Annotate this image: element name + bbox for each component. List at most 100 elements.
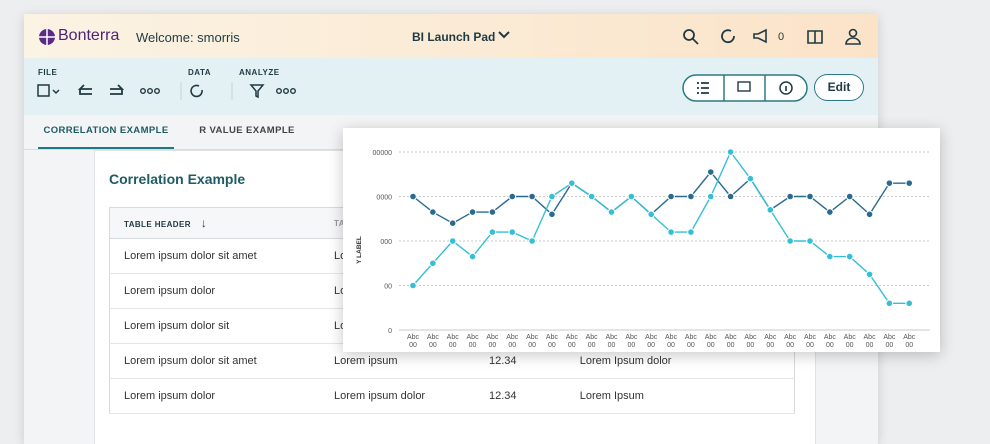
app-switcher[interactable]: BI Launch Pad — [412, 30, 496, 44]
table-cell: Lorem ipsum dolor — [334, 390, 426, 402]
welcome: Welcome: smorris — [136, 30, 240, 45]
data-point — [845, 252, 854, 261]
x-tick-label: Abc 00 — [863, 334, 876, 349]
x-tick-label: Abc 00 — [903, 334, 916, 349]
y-tick-label: 00000 — [373, 150, 393, 157]
brand[interactable]: Bonterra — [58, 27, 120, 44]
data-point — [885, 299, 894, 308]
data-point — [687, 192, 695, 201]
page: Bonterra Welcome: smorris BI Launch Pad … — [24, 14, 940, 444]
data-point — [468, 252, 477, 261]
data-point — [409, 192, 417, 201]
x-tick-label: Abc 00 — [843, 334, 856, 349]
data-point — [826, 252, 834, 261]
table-cell: Lorem ipsum dolor — [124, 390, 216, 402]
data-point — [528, 237, 536, 245]
series-line — [412, 170, 910, 225]
x-tick-label: Abc 00 — [565, 334, 578, 349]
data-point — [806, 192, 814, 201]
data-point — [806, 237, 814, 245]
data-point — [448, 237, 457, 245]
table-cell: 12.34 — [489, 390, 517, 402]
x-tick-label: Abc 00 — [665, 334, 678, 349]
chevron[interactable] — [497, 30, 511, 40]
x-tick-label: Abc 00 — [684, 334, 697, 349]
data-point — [607, 208, 616, 216]
data-point — [429, 208, 437, 216]
x-tick-label: Abc 00 — [605, 334, 618, 349]
y-tick-label: 000 — [380, 239, 392, 246]
data-point — [726, 192, 735, 201]
y-axis-label: Y LABEL — [356, 236, 363, 264]
column-header: TABLE HEADER ↓ — [110, 208, 321, 239]
table-cell: Lorem Ipsum — [579, 390, 644, 402]
data-point — [905, 299, 914, 308]
chart-card: 0 00 000 0000 00000 Y LABEL Abc 00 Abc 00 Abc 0… — [343, 128, 940, 352]
table-cell: Lorem Ipsum dolor — [579, 355, 672, 367]
tab-active[interactable]: CORRELATION EXAMPLE — [38, 115, 174, 149]
data-point — [766, 206, 775, 214]
data-point — [667, 192, 675, 201]
series-line — [412, 150, 910, 304]
data-point — [845, 192, 854, 201]
x-tick-label: Abc 00 — [645, 334, 658, 349]
data-point — [647, 210, 656, 219]
x-tick-label: Abc 00 — [744, 334, 757, 349]
top-bar: Bonterra Welcome: smorris BI Launch Pad … — [24, 14, 878, 58]
y-tick-label: 0000 — [376, 195, 392, 202]
table-row: Lorem ipsum dolor sit amet Lorem ipsum 12.… — [109, 344, 795, 379]
table-cell: Lorem ipsum — [334, 355, 398, 367]
data-point — [468, 208, 477, 216]
data-point — [865, 210, 874, 219]
logo-icon — [39, 29, 55, 45]
x-tick-label: Abc 00 — [585, 334, 598, 349]
data-point — [667, 228, 675, 236]
view-toggle[interactable] — [682, 74, 808, 102]
data-point — [786, 192, 794, 201]
x-tick-label: Abc 00 — [506, 334, 519, 349]
header-icons[interactable] — [682, 27, 862, 47]
x-tick-label: Abc 00 — [704, 334, 717, 349]
table-row: Lorem ipsum dolor Lorem ipsum dolor 12.34 L… — [109, 379, 795, 414]
tab[interactable]: R VALUE EXAMPLE — [199, 125, 295, 136]
x-tick-label: Abc 00 — [625, 334, 638, 349]
x-tick-label: Abc 00 — [764, 334, 777, 349]
x-tick-label: Abc 00 — [784, 334, 797, 349]
x-tick-label: Abc 00 — [823, 334, 836, 349]
data-point — [865, 270, 874, 279]
group-label: ANALYZE — [239, 68, 280, 77]
data-point — [885, 179, 894, 187]
data-point — [488, 208, 497, 216]
x-tick-label: Abc 00 — [724, 334, 737, 349]
x-tick-label: Abc 00 — [545, 334, 558, 349]
data-point — [746, 174, 755, 183]
data-point — [826, 208, 834, 216]
table-cell: Lorem ipsum dolor — [124, 285, 216, 297]
table-cell: 12.34 — [489, 355, 517, 367]
data-point — [429, 259, 437, 268]
data-point — [488, 228, 497, 236]
edit-button[interactable]: Edit — [814, 74, 864, 101]
data-point — [568, 179, 576, 187]
x-tick-label: Abc 00 — [526, 334, 539, 349]
data-point — [706, 192, 715, 201]
data-point — [448, 219, 457, 227]
data-point — [706, 168, 715, 176]
toolbar: FILE DATA ANALYZE Edit — [24, 58, 878, 116]
x-tick-label: Abc 00 — [426, 334, 439, 349]
header-text: TABLE HEADER — [124, 220, 191, 229]
data-point — [409, 281, 417, 290]
x-tick-label: Abc 00 — [466, 334, 479, 349]
data-point — [726, 148, 735, 156]
y-tick-label: 00 — [384, 284, 392, 291]
x-tick-label: Abc 00 — [883, 334, 896, 349]
x-tick-label: Abc 00 — [486, 334, 499, 349]
section-title: Correlation Example — [109, 171, 246, 187]
data-point — [508, 228, 517, 236]
y-tick-label: 0 — [388, 328, 392, 335]
table-cell: Lorem ipsum dolor sit amet — [124, 355, 257, 367]
data-point — [587, 192, 596, 201]
toolbar-icons[interactable] — [36, 82, 306, 100]
x-tick-label: Abc 00 — [406, 334, 420, 349]
